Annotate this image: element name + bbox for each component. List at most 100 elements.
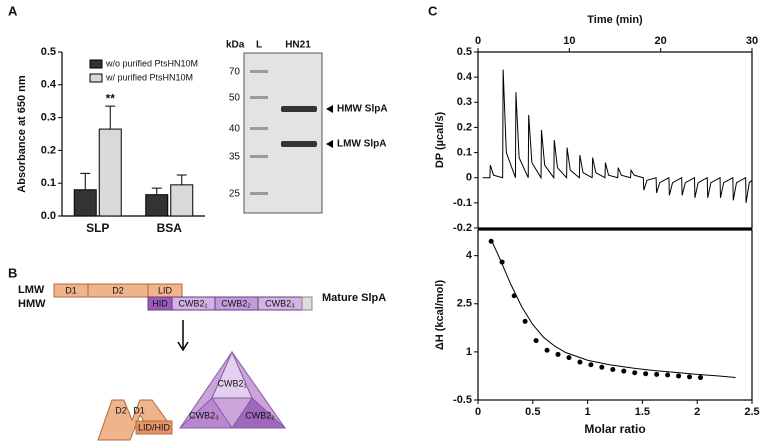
y-tick-label: 0.2: [41, 144, 56, 156]
data-point: [621, 368, 627, 374]
panel-label: C: [428, 3, 438, 18]
data-point: [687, 374, 693, 380]
bar: [98, 128, 122, 217]
y-tick-label: 0.5: [41, 46, 56, 58]
data-point: [610, 367, 616, 373]
x-axis-label: Molar ratio: [584, 422, 645, 436]
data-point: [522, 318, 528, 324]
y-tick-label: 0.5: [457, 46, 472, 58]
model-lid: [135, 420, 173, 435]
marker-label: 40: [229, 124, 241, 135]
row-label: LMW: [18, 284, 45, 296]
model-label: CWB2₁: [217, 378, 246, 388]
y-axis-label: Absorbance at 650 nm: [16, 75, 28, 193]
model-label: CWB2₂: [245, 410, 275, 420]
y-tick-label: 0.0: [41, 210, 56, 222]
data-point: [599, 364, 605, 370]
legend-swatch: [89, 59, 103, 69]
model-label: LID/HID: [138, 422, 171, 432]
domain-label: D2: [112, 285, 124, 295]
y-axis-label: ΔH (kcal/mol): [434, 280, 446, 351]
data-point: [676, 373, 682, 379]
legend-label: w/o purified PtsHN10M: [105, 58, 198, 68]
band-arrow: [326, 105, 333, 148]
bar: [170, 184, 194, 217]
x-tick-label: SLP: [86, 221, 109, 235]
model-face: [211, 350, 253, 399]
x-tick-label: 0: [475, 406, 481, 418]
y-tick-label: 0.3: [41, 112, 56, 124]
data-point: [555, 351, 561, 357]
bar: [145, 194, 169, 217]
lane-label: L: [256, 40, 262, 51]
x-tick-label: BSA: [157, 221, 183, 235]
domain-label: CWB2₃: [265, 298, 295, 308]
lane-label: HN21: [285, 40, 311, 51]
data-point: [533, 338, 539, 344]
row-label: HMW: [18, 298, 46, 310]
band-label: HMW SlpA: [337, 104, 388, 115]
error-bar: [105, 105, 116, 130]
domain-label: LID: [158, 285, 173, 295]
y-tick-label: -0.2: [453, 222, 472, 234]
y-tick-label: 0.4: [41, 79, 57, 91]
gel: kDa L HN21 70 50 40 35 25 HMW SlpA LMW S…: [226, 40, 388, 214]
legend-label: w/ purified PtsHN10M: [105, 72, 193, 82]
data-point: [632, 370, 638, 376]
data-point: [577, 359, 583, 365]
x-tick-label: 1: [585, 406, 591, 418]
error-bar: [151, 187, 162, 195]
x-tick-label: 2: [694, 406, 700, 418]
domain-label: CWB2₂: [221, 298, 251, 308]
data-point: [544, 347, 550, 353]
model-label: D2: [115, 405, 127, 415]
domain: [301, 296, 313, 311]
y-tick-label: 0.1: [41, 177, 56, 189]
marker-label: 25: [229, 189, 241, 200]
model-label: D1: [133, 405, 145, 415]
y-tick-label: -0.1: [453, 197, 472, 209]
x-tick-label: 2.5: [744, 406, 759, 418]
y-tick-label: 0.1: [457, 146, 472, 158]
error-bar: [176, 174, 187, 185]
x-tick-label: 1.5: [635, 406, 650, 418]
data-point: [665, 372, 671, 378]
y-tick-label: 0.2: [457, 121, 472, 133]
domain-label: HID: [152, 298, 168, 308]
ladder-bands: [250, 70, 268, 195]
plot-frame: [477, 229, 753, 401]
gel-image: [243, 52, 323, 214]
band: [281, 106, 317, 112]
model-face: [231, 397, 287, 429]
fit-curve: [490, 239, 736, 379]
x-tick-label: 10: [563, 35, 575, 47]
dp-trace: [482, 69, 753, 203]
domain-diagram: LMW HMW D1 D2 LID HID CWB2₁ CWB2₂ CWB2₃ …: [18, 283, 386, 441]
x-tick-label: 30: [746, 35, 758, 47]
domain-label: CWB2₁: [178, 298, 207, 308]
y-tick-label: 2.5: [457, 298, 472, 310]
domain-label: D1: [65, 285, 77, 295]
error-bar: [80, 172, 91, 190]
x-tick-label: 20: [655, 35, 667, 47]
y-tick-label: 0.3: [457, 96, 472, 108]
data-point: [697, 375, 703, 381]
panel-label: B: [8, 265, 17, 280]
bar: [73, 189, 97, 217]
y-tick-label: 0.4: [457, 71, 473, 83]
y-tick-label: 0: [466, 172, 472, 184]
band: [281, 141, 317, 147]
marker-label: 35: [229, 152, 241, 163]
data-point: [643, 371, 649, 377]
x-axis-label: Time (min): [587, 14, 643, 26]
model-face: [178, 397, 233, 429]
data-point: [588, 362, 594, 368]
data-point: [654, 371, 660, 377]
annotation: **: [106, 91, 116, 105]
gel-unit: kDa: [226, 40, 245, 51]
mature-label: Mature SlpA: [322, 292, 386, 304]
x-tick-label: 0.5: [525, 406, 540, 418]
y-tick-label: -0.5: [453, 394, 472, 406]
marker-label: 50: [229, 93, 241, 104]
